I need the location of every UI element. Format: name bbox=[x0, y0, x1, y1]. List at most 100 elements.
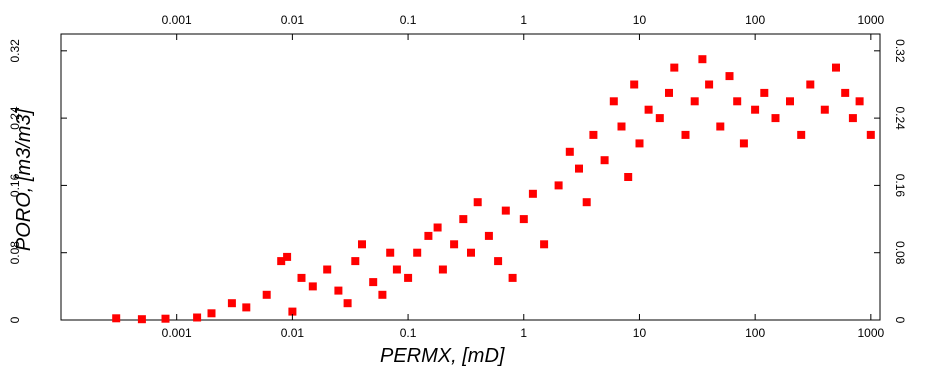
data-point-12 bbox=[308, 282, 317, 291]
data-point-62 bbox=[760, 88, 769, 97]
data-point-58 bbox=[725, 72, 734, 81]
data-point-64 bbox=[786, 97, 794, 106]
data-point-41 bbox=[582, 198, 591, 207]
data-point-66 bbox=[806, 80, 815, 89]
data-point-5 bbox=[227, 299, 236, 308]
data-point-25 bbox=[433, 223, 442, 232]
data-point-63 bbox=[771, 114, 780, 123]
y-tick-label-left-2: 0.16 bbox=[8, 173, 22, 197]
data-point-35 bbox=[519, 215, 528, 224]
data-point-7 bbox=[262, 290, 271, 299]
data-point-19 bbox=[378, 290, 387, 299]
data-point-33 bbox=[501, 206, 510, 215]
x-tick-label-top-5: 100 bbox=[745, 13, 765, 27]
data-point-72 bbox=[866, 130, 875, 139]
data-point-27 bbox=[450, 240, 459, 249]
data-point-30 bbox=[473, 198, 482, 207]
data-point-53 bbox=[681, 130, 690, 139]
x-axis-title: PERMX, [mD] bbox=[380, 345, 505, 367]
data-point-10 bbox=[288, 307, 297, 316]
y-tick-label-right-2: 0.16 bbox=[893, 174, 907, 198]
x-tick-label-top-6: 1000 bbox=[857, 13, 884, 27]
data-point-14 bbox=[334, 286, 343, 295]
data-point-3 bbox=[193, 313, 202, 322]
data-point-60 bbox=[739, 139, 748, 148]
data-point-9 bbox=[283, 252, 292, 261]
data-point-44 bbox=[609, 97, 618, 106]
data-point-15 bbox=[343, 299, 352, 308]
data-point-46 bbox=[624, 173, 633, 181]
y-tick-label-left-1: 0.08 bbox=[8, 241, 22, 265]
data-point-45 bbox=[617, 122, 626, 131]
data-point-70 bbox=[848, 114, 857, 123]
data-point-26 bbox=[438, 265, 447, 274]
data-point-56 bbox=[705, 80, 714, 89]
data-point-68 bbox=[832, 63, 840, 72]
data-point-24 bbox=[424, 231, 433, 240]
scatter-points bbox=[112, 55, 875, 324]
data-point-55 bbox=[698, 55, 707, 64]
data-point-34 bbox=[508, 273, 517, 282]
data-point-21 bbox=[392, 265, 401, 274]
data-point-31 bbox=[484, 231, 493, 240]
x-tick-label-bottom-1: 0.01 bbox=[281, 326, 305, 340]
data-point-22 bbox=[404, 273, 413, 282]
data-point-54 bbox=[690, 97, 699, 106]
data-point-51 bbox=[665, 88, 673, 97]
data-point-29 bbox=[467, 248, 475, 257]
y-tick-label-left-0: 0 bbox=[8, 316, 22, 323]
x-tick-label-top-4: 10 bbox=[633, 13, 647, 27]
x-tick-label-bottom-4: 10 bbox=[633, 326, 647, 340]
data-point-50 bbox=[655, 114, 664, 123]
data-point-32 bbox=[494, 257, 503, 266]
data-point-20 bbox=[386, 248, 395, 257]
x-tick-label-bottom-5: 100 bbox=[745, 326, 765, 340]
data-point-6 bbox=[242, 303, 251, 312]
data-point-65 bbox=[797, 130, 806, 139]
data-point-16 bbox=[351, 257, 360, 266]
data-point-69 bbox=[841, 88, 850, 97]
data-point-48 bbox=[635, 139, 644, 148]
data-point-38 bbox=[554, 181, 563, 190]
y-tick-label-right-1: 0.08 bbox=[893, 241, 907, 265]
data-point-39 bbox=[565, 147, 574, 156]
x-tick-label-bottom-6: 1000 bbox=[857, 326, 884, 340]
axis-ticks: 0.001 0.001 0.01 0.01 0.1 0.1 1 1 10 10 100 100 1000… bbox=[8, 13, 907, 340]
y-tick-label-left-4: 0.32 bbox=[8, 39, 22, 63]
x-tick-label-top-2: 0.1 bbox=[400, 13, 417, 27]
data-point-23 bbox=[413, 248, 422, 257]
data-point-8 bbox=[277, 257, 286, 266]
data-point-11 bbox=[297, 273, 306, 282]
x-tick-label-top-0: 0.001 bbox=[162, 13, 192, 27]
data-point-47 bbox=[630, 80, 639, 89]
x-tick-label-bottom-2: 0.1 bbox=[400, 326, 417, 340]
data-point-61 bbox=[751, 105, 760, 114]
data-point-49 bbox=[644, 105, 653, 114]
data-point-28 bbox=[459, 215, 468, 224]
data-point-17 bbox=[358, 240, 366, 249]
x-tick-label-bottom-3: 1 bbox=[520, 326, 527, 340]
data-point-52 bbox=[670, 63, 679, 72]
plot-area-frame bbox=[60, 33, 881, 321]
data-point-1 bbox=[137, 315, 146, 324]
data-point-57 bbox=[716, 122, 725, 131]
data-point-2 bbox=[161, 314, 170, 323]
x-tick-label-top-3: 1 bbox=[520, 13, 527, 27]
data-point-0 bbox=[112, 314, 121, 323]
data-point-59 bbox=[733, 97, 742, 106]
data-point-42 bbox=[589, 130, 598, 139]
x-tick-label-bottom-0: 0.001 bbox=[162, 326, 192, 340]
y-tick-label-right-3: 0.24 bbox=[893, 106, 907, 130]
y-tick-label-left-3: 0.24 bbox=[8, 106, 22, 130]
data-point-71 bbox=[855, 97, 864, 106]
y-tick-label-right-4: 0.32 bbox=[893, 39, 907, 63]
data-point-43 bbox=[600, 156, 609, 165]
y-tick-label-right-0: 0 bbox=[893, 317, 907, 324]
data-point-67 bbox=[820, 105, 829, 114]
data-point-18 bbox=[369, 278, 378, 287]
data-point-13 bbox=[323, 265, 332, 274]
data-point-36 bbox=[528, 189, 537, 198]
data-point-40 bbox=[575, 164, 583, 173]
data-point-37 bbox=[540, 240, 549, 249]
